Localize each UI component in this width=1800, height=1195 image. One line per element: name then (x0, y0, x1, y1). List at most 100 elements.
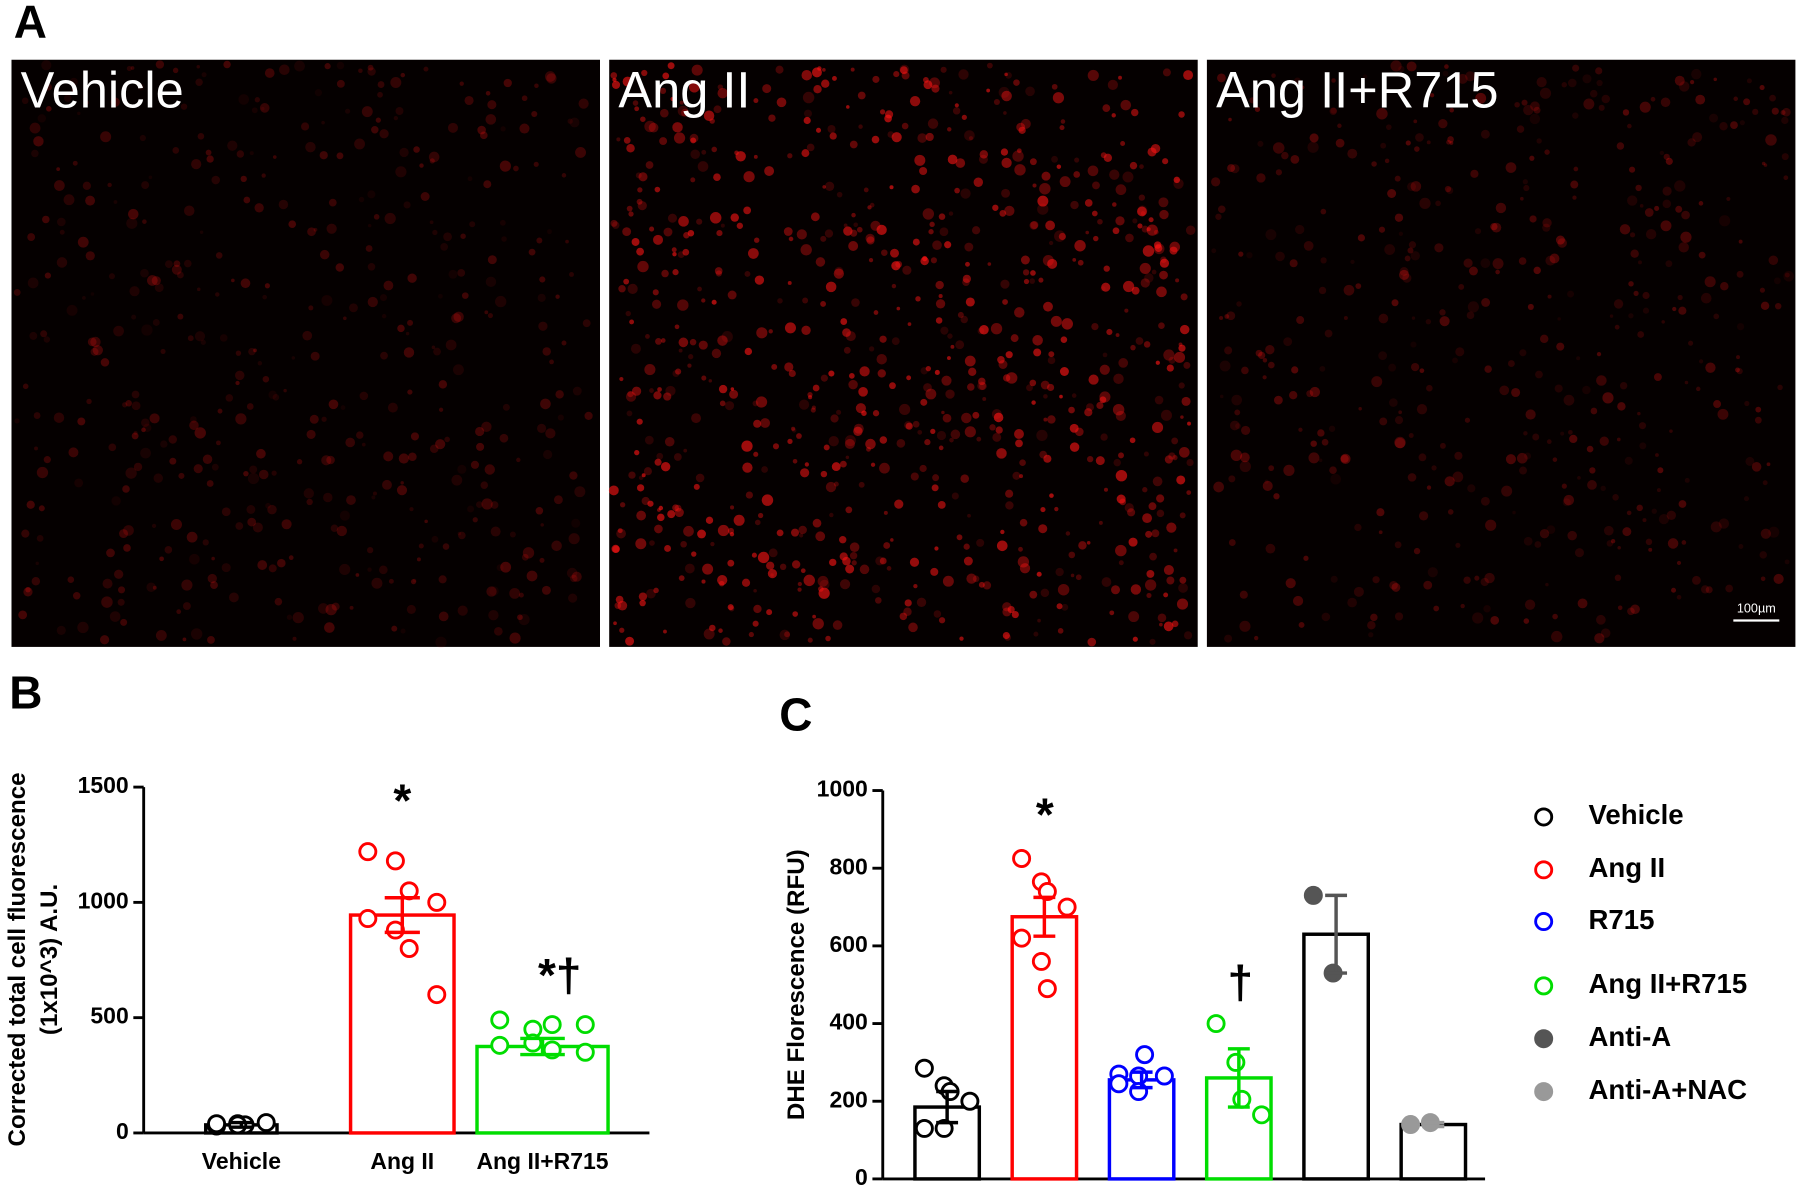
cell (1055, 567, 1064, 577)
cell (991, 409, 1002, 420)
cell (920, 367, 928, 375)
cell (1139, 164, 1144, 169)
cell (1784, 272, 1790, 278)
cell (1118, 560, 1124, 566)
cell (663, 392, 672, 401)
cell (691, 413, 702, 424)
cell (1626, 510, 1632, 516)
cell (420, 191, 430, 201)
cell (1572, 64, 1580, 72)
cell (1144, 273, 1154, 283)
cell (1141, 225, 1149, 233)
cell (542, 347, 551, 356)
cell (1172, 454, 1178, 461)
cell (1071, 393, 1077, 398)
cell (1628, 281, 1634, 287)
cell (701, 579, 706, 584)
cell (1146, 224, 1158, 236)
cell (410, 579, 417, 585)
cell (1542, 223, 1551, 232)
cell (1645, 229, 1657, 240)
cell (281, 519, 292, 530)
cell (546, 73, 557, 84)
cell (1505, 454, 1516, 465)
cell (960, 315, 968, 324)
cell (961, 412, 972, 424)
cell (102, 578, 113, 589)
cell (1391, 583, 1401, 592)
cell (663, 629, 667, 634)
cell (1219, 394, 1224, 399)
cell (1048, 240, 1054, 246)
cell (254, 203, 264, 213)
cell (938, 294, 943, 299)
cell (294, 60, 305, 72)
cell (59, 229, 65, 235)
cell (1376, 508, 1385, 517)
cell (832, 620, 843, 630)
cell (810, 212, 820, 222)
cell (1153, 229, 1159, 235)
cell (767, 568, 778, 579)
cell (1394, 541, 1402, 549)
cell (1555, 235, 1565, 245)
cell (672, 251, 677, 257)
cell (709, 624, 716, 632)
cell (1567, 78, 1577, 88)
cell (1523, 431, 1528, 436)
cell (1665, 157, 1673, 165)
cell (123, 544, 131, 552)
cell (1691, 68, 1702, 80)
cell (1654, 205, 1660, 211)
cell (964, 426, 976, 438)
cell (490, 501, 499, 509)
cell (1180, 415, 1184, 419)
cell (895, 260, 903, 268)
cell (416, 557, 421, 562)
cell (714, 267, 723, 275)
cell (884, 114, 892, 123)
cell (365, 245, 373, 252)
data-point (207, 1114, 227, 1134)
cell (967, 513, 971, 518)
cell (689, 338, 697, 346)
cell (108, 443, 117, 452)
cell (628, 211, 634, 217)
cell (1183, 361, 1191, 369)
cell (330, 524, 339, 532)
cell (283, 388, 287, 393)
cell (883, 510, 888, 515)
cell (22, 383, 29, 390)
cell (432, 229, 438, 236)
cell (1423, 580, 1433, 590)
cell (796, 229, 807, 240)
cell (99, 635, 110, 645)
cell (1228, 475, 1236, 483)
cell (1037, 195, 1049, 207)
cell (194, 427, 206, 439)
cell (1173, 351, 1186, 363)
cell (900, 66, 908, 75)
cell (891, 337, 900, 346)
cell (858, 481, 865, 488)
cell (141, 418, 150, 427)
cell (1331, 78, 1336, 83)
cell (1075, 574, 1082, 581)
cell (1444, 476, 1455, 487)
cell (1639, 101, 1651, 113)
cell (1435, 200, 1441, 207)
cell (1439, 309, 1446, 316)
cell (1103, 265, 1110, 272)
cell (568, 533, 580, 545)
cell (419, 163, 424, 168)
cell (649, 540, 655, 546)
cell (180, 103, 188, 110)
cell (1416, 404, 1428, 415)
data-point (960, 1091, 980, 1111)
cell (1330, 575, 1338, 583)
cell (1455, 347, 1465, 357)
cell (301, 122, 310, 131)
cell (1672, 306, 1677, 312)
cell (125, 400, 132, 407)
cell (1475, 92, 1487, 104)
